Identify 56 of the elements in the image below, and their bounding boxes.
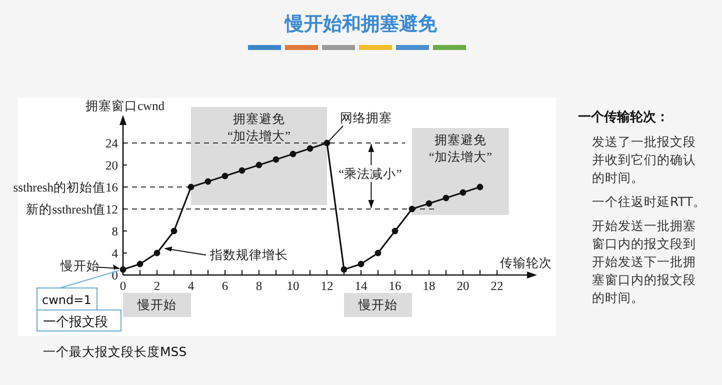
point xyxy=(170,228,178,234)
y-tick-label: 20 xyxy=(106,158,118,172)
chart-title: 慢开始和拥塞避免 xyxy=(284,13,438,35)
text: 发送了一批报文段并收到它们的确认的时间。 xyxy=(592,134,696,185)
point xyxy=(154,250,160,256)
annotation: 网络拥塞 xyxy=(340,110,392,125)
x-tick-label: 22 xyxy=(490,279,504,293)
x-tick-label: 12 xyxy=(320,279,334,293)
x-tick-label: 2 xyxy=(154,279,160,293)
point xyxy=(204,178,212,185)
point xyxy=(476,184,484,190)
y-axis-title: 拥塞窗口cwnd xyxy=(85,98,166,113)
x-tick-label: 16 xyxy=(388,279,402,293)
text: 慢开始 xyxy=(136,298,176,312)
point xyxy=(392,228,398,234)
point xyxy=(358,260,364,268)
point xyxy=(136,260,144,268)
point xyxy=(460,189,466,196)
text: 一个最大报文段长度MSS xyxy=(43,344,187,359)
annotation: 指数规律增长 xyxy=(209,248,288,262)
x-tick-label: 10 xyxy=(286,279,300,293)
text: cwnd=1 xyxy=(42,293,92,307)
annotation: “乘法减小” xyxy=(338,167,402,181)
text: 慢开始 xyxy=(358,298,398,312)
point xyxy=(374,250,382,256)
y-tick-label: ssthresh的初始值16 xyxy=(13,180,118,194)
x-tick-label: 18 xyxy=(422,279,436,293)
point xyxy=(340,266,348,273)
text: 一个传输轮次： xyxy=(578,110,669,125)
point xyxy=(188,184,194,190)
band-label: 拥塞避免 “加法增大” xyxy=(428,132,492,164)
y-tick-label: 24 xyxy=(106,136,119,150)
x-tick-label: 4 xyxy=(188,279,195,293)
band-label: 拥塞避免 “加法增大” xyxy=(227,111,291,143)
point xyxy=(238,167,246,174)
x-axis-title: 传输轮次 xyxy=(500,256,552,270)
point xyxy=(408,206,416,212)
y-tick-label: 新的ssthresh值12 xyxy=(26,202,118,216)
text: 开始发送一批拥塞窗口内的报文段到开始发送下一批拥塞窗口内的报文段的时间。 xyxy=(592,218,696,305)
x-tick-label: 20 xyxy=(456,279,470,293)
text: 一个往返时延RTT。 xyxy=(592,194,706,209)
x-tick-label: 6 xyxy=(222,279,228,293)
annotation: 慢开始 xyxy=(60,259,100,273)
point xyxy=(442,194,450,202)
y-tick-label: 4 xyxy=(112,246,119,260)
point xyxy=(290,150,296,158)
point xyxy=(272,156,280,163)
y-tick-label: 8 xyxy=(112,224,118,238)
x-tick-label: 8 xyxy=(256,279,262,293)
text: 一个报文段 xyxy=(43,315,108,330)
point xyxy=(222,172,228,180)
point xyxy=(120,266,126,273)
x-tick-label: 14 xyxy=(354,279,368,293)
point xyxy=(426,200,432,207)
point xyxy=(256,162,262,168)
point xyxy=(306,145,314,152)
